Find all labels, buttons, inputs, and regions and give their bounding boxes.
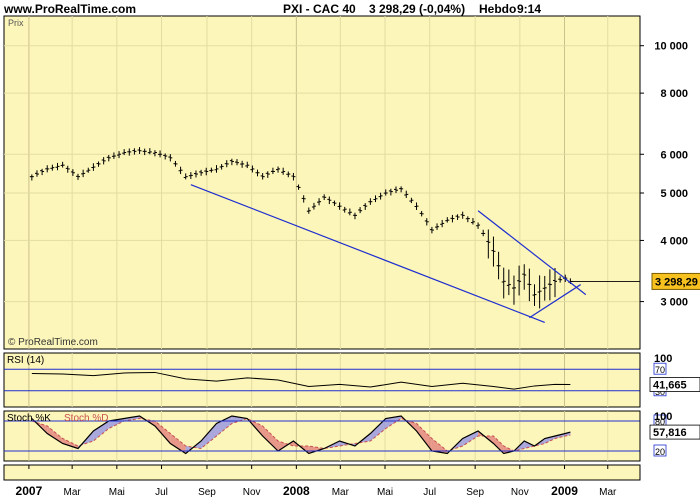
last-price-label: 3 298,29 [655,276,698,288]
stoch-band [154,421,171,444]
rsi-tick-label: 100 [654,353,672,365]
x-tick-label: Mar [332,487,350,498]
price-panel-title: Prix [8,18,24,28]
instrument-name: PXI - CAC 40 [283,2,356,16]
stochastic-panel [3,410,641,462]
stoch-tick-label: 80 [655,417,665,427]
rsi-value-box [649,377,700,392]
stoch-band [170,433,186,454]
stoch-band [62,438,79,449]
watermark: © ProRealTime.com [8,337,98,348]
stoch-band [385,416,402,429]
stoch-d-legend: Stoch %D [64,413,108,424]
stoch-band [370,418,386,441]
price-series [29,147,573,309]
stoch-tick-label: 20 [655,447,665,457]
trendline [477,210,587,296]
stoch-value-box [649,424,700,440]
x-tick-label: 2007 [16,484,43,498]
stoch-last-value: 57,816 [653,427,687,439]
trendline [529,284,581,319]
last-quote: 3 298,29 (-0,04%) [369,2,466,16]
stoch-band [555,433,566,439]
stoch-band [462,431,479,446]
stoch-k-legend: Stoch %K [7,413,51,424]
x-tick-label: 2008 [283,484,310,498]
stoch-band [544,436,556,444]
stoch-band [124,416,140,421]
stoch-band [231,416,248,424]
stoch-band [416,423,432,451]
stoch-band [201,423,217,449]
rsi-threshold-box [653,362,667,375]
site-title: www.ProRealTime.com [4,2,137,16]
stoch-d-line [31,417,571,452]
stoch-threshold-box [653,444,667,457]
time-axis-band [3,464,641,481]
trendline [190,184,545,323]
quote-time: 9:14 [517,2,542,16]
y-tick-label: 10 000 [654,41,688,53]
stoch-band [47,426,63,444]
y-tick-label: 6 000 [660,149,688,161]
x-tick-label: Nov [511,487,529,498]
stoch-band [493,436,504,454]
y-tick-label: 4 000 [660,235,688,247]
rsi-last-value: 41,665 [653,380,687,392]
stoch-tick-label: 100 [654,411,672,423]
last-price-tag [651,272,700,290]
stoch-band [565,432,571,436]
x-tick-label: Nov [243,487,261,498]
x-tick-label: Sep [198,487,216,498]
rsi-title: RSI (14) [7,355,44,366]
x-tick-label: Sep [466,487,484,498]
x-tick-label: Mar [64,487,82,498]
stoch-band [93,421,109,441]
x-tick-label: Jul [423,487,436,498]
x-tick-label: Mai [109,487,125,498]
rsi-line [31,371,571,390]
x-tick-label: Mar [599,487,617,498]
period-label: Hebdo [479,2,517,16]
y-tick-label: 3 000 [660,297,688,309]
x-tick-label: Mai [377,487,393,498]
x-tick-label: 2009 [551,484,578,498]
y-tick-label: 8 000 [660,88,688,100]
x-tick-label: Jul [155,487,168,498]
stoch-k-line [31,415,571,455]
rsi-tick-label: 70 [655,365,665,375]
stoch-band [262,426,279,451]
y-tick-label: 5 000 [660,188,688,200]
rsi-panel [3,352,641,408]
